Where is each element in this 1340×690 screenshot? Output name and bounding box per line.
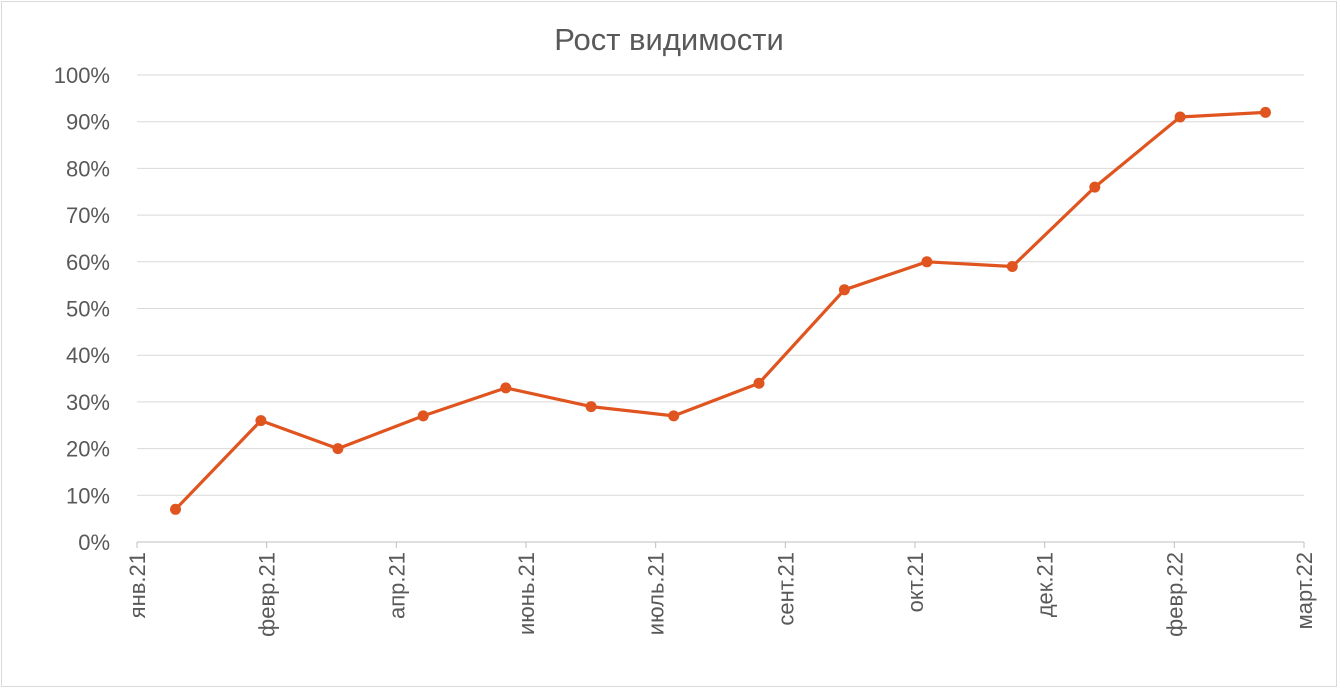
y-tick-label: 100%: [54, 63, 110, 88]
chart-title: Рост видимости: [554, 22, 784, 57]
x-tick-label: дек.21: [1033, 552, 1058, 617]
y-tick-label: 40%: [66, 343, 110, 368]
x-tick-label: сент.21: [773, 552, 798, 626]
data-point: [921, 256, 933, 268]
y-axis: 0% 10% 20% 30% 40% 50% 60% 70% 80% 90% 100%: [54, 63, 110, 555]
x-tick-label: март.22: [1292, 552, 1317, 629]
data-point: [585, 401, 597, 413]
y-tick-label: 60%: [66, 250, 110, 275]
x-tick-label: апр.21: [384, 552, 409, 619]
x-tick-label: янв.21: [125, 552, 150, 618]
y-tick-label: 90%: [66, 110, 110, 135]
x-tick-label: окт.21: [903, 552, 928, 612]
data-point: [255, 415, 267, 427]
y-tick-label: 10%: [66, 483, 110, 508]
data-point: [1174, 111, 1186, 123]
x-axis: янв.21 февр.21 апр.21 июнь.21 июль.21 сент.21…: [125, 541, 1317, 637]
data-point: [838, 284, 850, 296]
x-tick-label: февр.21: [255, 552, 280, 637]
x-tick-label: февр.22: [1162, 552, 1187, 637]
data-point: [1260, 106, 1271, 118]
series-line: [173, 110, 1268, 511]
data-point: [668, 410, 680, 422]
data-point: [417, 410, 429, 422]
x-tick-label: июль.21: [644, 552, 669, 635]
data-point: [500, 382, 512, 394]
y-tick-label: 80%: [66, 156, 110, 181]
data-point: [332, 443, 344, 455]
y-tick-label: 30%: [66, 390, 110, 415]
y-tick-label: 0%: [78, 530, 110, 555]
data-point: [753, 377, 765, 389]
gridlines: [137, 74, 1304, 496]
data-point: [1006, 261, 1018, 272]
y-tick-label: 50%: [66, 297, 110, 322]
y-tick-label: 20%: [66, 437, 110, 462]
series: [170, 106, 1271, 515]
x-tick-label: июнь.21: [514, 552, 539, 635]
y-tick-label: 70%: [66, 203, 110, 228]
data-point: [170, 503, 181, 515]
data-point: [1089, 181, 1101, 193]
